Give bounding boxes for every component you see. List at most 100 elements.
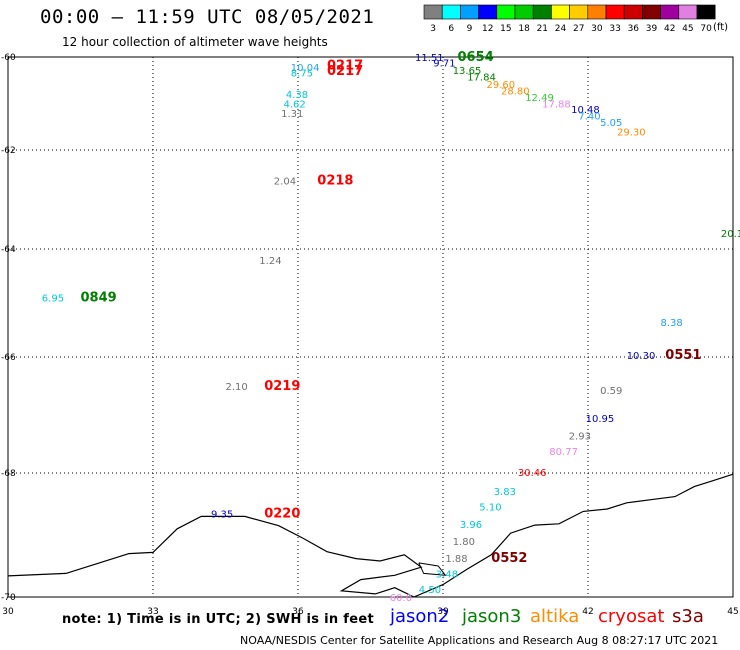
wave-height-value: 60.0 xyxy=(390,593,412,604)
wave-height-value: 8.75 xyxy=(291,68,313,79)
legend-bin-label: 45 xyxy=(682,24,693,34)
legend-swatch xyxy=(423,4,443,20)
legend-bin-label: 6 xyxy=(448,24,454,34)
wave-height-value: 4.62 xyxy=(284,100,306,111)
wave-height-value: 5.10 xyxy=(479,503,501,514)
wave-height-value: 10.48 xyxy=(571,105,600,116)
pass-time-label: 0218 xyxy=(317,174,353,189)
credit-footer: NOAA/NESDIS Center for Satellite Applica… xyxy=(240,634,719,647)
wave-height-value: 8.38 xyxy=(661,318,683,329)
pass-time-label: 0654 xyxy=(458,50,494,65)
wave-height-value: 3.48 xyxy=(436,569,458,580)
lat-tick-label: -64 xyxy=(1,245,16,255)
wave-height-value: 0.59 xyxy=(600,386,622,397)
legend-swatch xyxy=(496,4,516,20)
legend-swatch xyxy=(441,4,461,20)
wave-height-value: 10.04 xyxy=(291,63,320,74)
lon-tick-label: 36 xyxy=(292,607,304,617)
wave-height-value: 10.95 xyxy=(586,414,615,425)
wave-height-value: 7.40 xyxy=(578,112,600,123)
wave-height-value: 29.30 xyxy=(617,127,646,138)
pass-time-label: 0552 xyxy=(491,551,527,566)
pass-time-label: 0849 xyxy=(81,291,117,306)
legend-altika: altika xyxy=(530,606,580,627)
legend-bin-label: 9 xyxy=(467,24,473,34)
legend-swatch xyxy=(678,4,698,20)
lat-tick-label: -68 xyxy=(1,469,16,479)
legend-bin-label: 12 xyxy=(482,24,493,34)
pass-time-label: 0551 xyxy=(665,348,701,363)
lon-tick-label: 39 xyxy=(437,607,449,617)
legend-swatch xyxy=(478,4,498,20)
legend-swatch xyxy=(660,4,680,20)
wave-height-value: 17.84 xyxy=(467,73,496,84)
legend-bin-label: 24 xyxy=(555,24,567,34)
wave-height-value: 5.05 xyxy=(600,118,622,129)
wave-height-value: 6.95 xyxy=(42,294,64,305)
legend-cryosat: cryosat xyxy=(598,606,665,627)
legend-bin-label: 3 xyxy=(430,24,436,34)
legend-swatch xyxy=(532,4,552,20)
legend-swatch xyxy=(460,4,479,20)
coastline xyxy=(7,473,734,598)
legend-bin-label: 18 xyxy=(518,24,530,34)
lat-tick-label: -70 xyxy=(1,593,16,603)
pass-time-label: 0217 xyxy=(327,58,363,73)
wave-height-value: 4.38 xyxy=(286,90,308,101)
map-title: 00:00 – 11:59 UTC 08/05/2021 xyxy=(40,6,375,28)
legend-bin-label: 70 xyxy=(700,24,712,34)
wave-height-value: 20.1 xyxy=(721,229,740,240)
legend-swatch xyxy=(642,4,661,20)
pass-time-label: 0217 xyxy=(327,64,363,79)
units-note: note: 1) Time is in UTC; 2) SWH is in fe… xyxy=(62,612,374,627)
legend-jason2: jason2 xyxy=(390,606,450,627)
wave-height-value: 1.88 xyxy=(445,554,467,565)
legend-bin-label: 21 xyxy=(537,24,548,34)
legend-bin-label: 27 xyxy=(573,24,584,34)
legend-bin-label: 36 xyxy=(628,24,640,34)
pass-time-label: 0220 xyxy=(264,506,300,521)
lon-tick-label: 45 xyxy=(727,607,738,617)
legend-bin-label: 30 xyxy=(591,24,603,34)
legend-bin-label: 42 xyxy=(664,24,675,34)
lon-tick-label: 30 xyxy=(2,607,14,617)
lat-tick-label: -60 xyxy=(1,53,16,63)
lon-tick-label: 33 xyxy=(147,607,158,617)
legend-swatch xyxy=(569,4,589,20)
wave-height-value: 1.24 xyxy=(259,256,281,267)
wave-height-value: 10.30 xyxy=(627,351,656,362)
legend-swatch xyxy=(551,4,570,20)
wave-height-value: 80.77 xyxy=(549,447,578,458)
wave-height-value: 2.93 xyxy=(569,431,591,442)
legend-bin-label: 33 xyxy=(609,24,620,34)
map-frame xyxy=(7,56,734,598)
lat-tick-label: -66 xyxy=(1,353,16,363)
map-subtitle: 12 hour collection of altimeter wave hei… xyxy=(62,35,328,49)
legend-swatch xyxy=(696,4,716,20)
legend-units-label: (ft) xyxy=(713,22,729,33)
inlet-outline xyxy=(418,562,447,576)
wave-height-value: 1.80 xyxy=(453,537,475,548)
wave-height-value: 28.80 xyxy=(501,87,530,98)
wave-height-value: 3.83 xyxy=(494,487,516,498)
wave-height-value: 1.31 xyxy=(281,109,303,120)
legend-swatch xyxy=(623,4,643,20)
wave-height-value: 13.65 xyxy=(453,66,482,77)
legend-bin-label: 39 xyxy=(646,24,658,34)
wave-height-value: 2.04 xyxy=(274,177,296,188)
pass-time-label: 0219 xyxy=(264,379,300,394)
legend-swatch xyxy=(587,4,607,20)
wave-height-value: 30.46 xyxy=(518,468,547,479)
legend-s3a: s3a xyxy=(672,606,704,627)
wave-height-value: 9.35 xyxy=(211,509,233,520)
wave-height-value: 9.71 xyxy=(433,59,455,70)
legend-swatch xyxy=(514,4,534,20)
wave-height-value: 17.88 xyxy=(542,100,571,111)
lat-tick-label: -62 xyxy=(1,146,16,156)
wave-height-value: 4.50 xyxy=(419,585,441,596)
legend-swatch xyxy=(605,4,625,20)
wave-height-value: 3.96 xyxy=(460,520,482,531)
legend-bin-label: 15 xyxy=(500,24,511,34)
wave-height-value: 12.49 xyxy=(525,93,554,104)
